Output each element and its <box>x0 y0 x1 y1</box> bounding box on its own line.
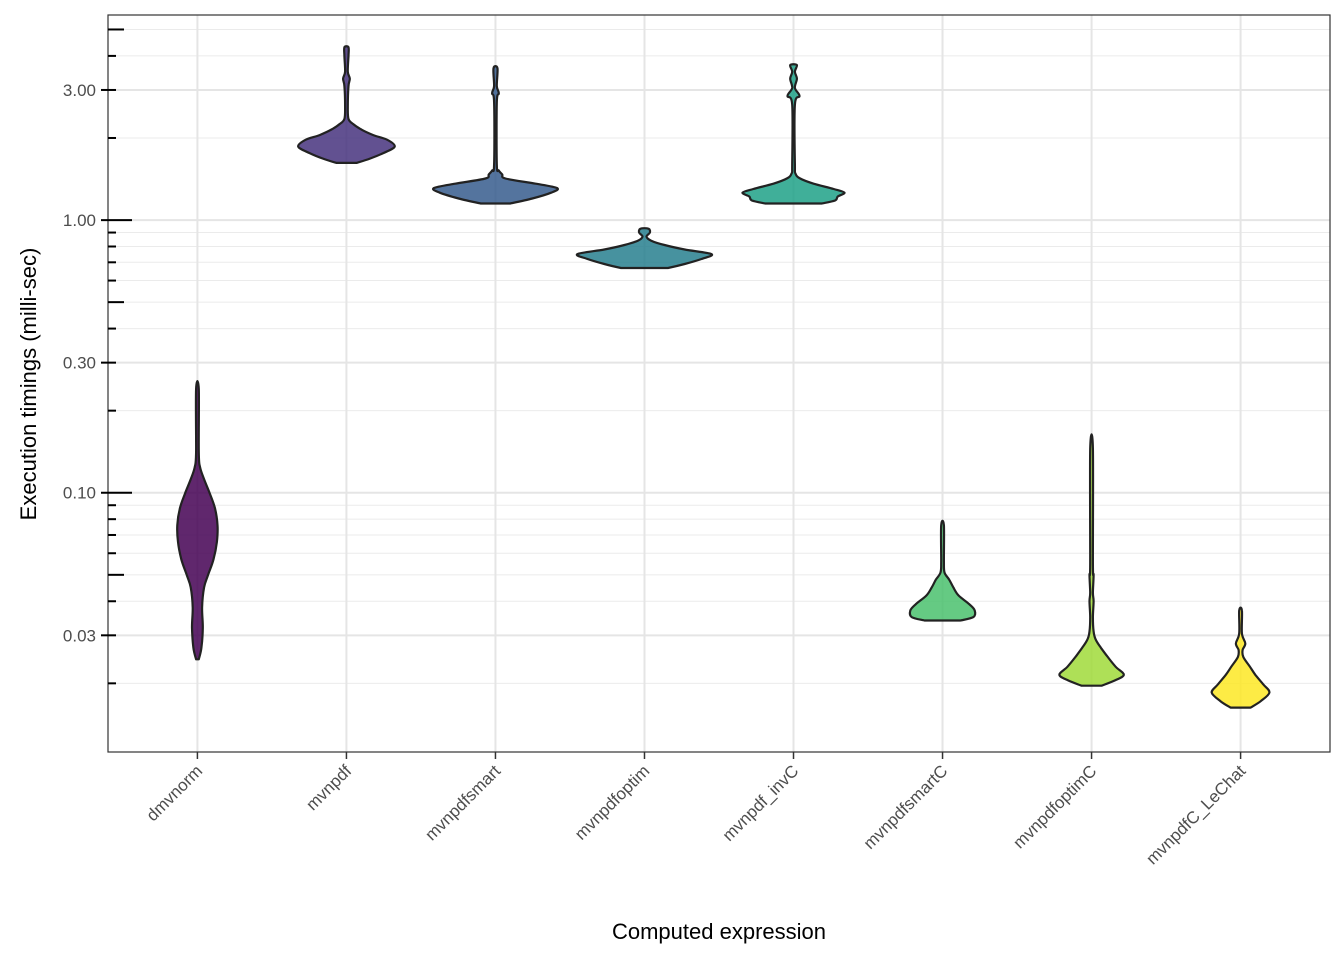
plot-border <box>107 14 1331 753</box>
x-tick-label: mvnpdfC_LeChat <box>1142 761 1249 868</box>
x-tick-label: mvnpdfoptim <box>571 761 653 843</box>
x-tick-label: mvnpdfsmartC <box>860 761 952 853</box>
x-tick-label: mvnpdf_invC <box>719 761 803 845</box>
y-axis: 3.00 1.00 0.30 0.10 0.03 <box>63 28 132 685</box>
violin-dmvnorm <box>176 379 219 661</box>
y-tick-label: 0.03 <box>63 626 96 645</box>
x-tick-label: mvnpdf <box>302 761 355 814</box>
violins <box>176 45 1271 709</box>
violin-mvnpdfoptimC <box>1058 433 1125 687</box>
y-tick-label: 1.00 <box>63 211 96 230</box>
x-tick-label: mvnpdfoptimC <box>1009 761 1100 852</box>
violin-mvnpdfsmartC <box>908 519 977 622</box>
grid-minor <box>108 28 1330 684</box>
violin-mvnpdfC_LeChat <box>1210 606 1271 709</box>
x-axis: dmvnorm mvnpdf mvnpdfsmart mvnpdfoptim mvnpd… <box>143 752 1250 868</box>
plot-background <box>108 15 1330 752</box>
y-tick-label: 0.10 <box>63 484 96 503</box>
y-tick-label: 0.30 <box>63 354 96 373</box>
x-tick-label: dmvnorm <box>143 761 207 825</box>
x-axis-title: Computed expression <box>612 919 826 944</box>
violin-mvnpdfsmart <box>431 65 559 205</box>
violin-mvnpdf_invC <box>741 63 846 205</box>
violin-mvnpdfoptim <box>575 227 714 270</box>
x-tick-label: mvnpdfsmart <box>421 761 504 844</box>
y-tick-label: 3.00 <box>63 81 96 100</box>
y-axis-title: Execution timings (milli-sec) <box>16 248 41 521</box>
violin-mvnpdf <box>297 45 396 164</box>
